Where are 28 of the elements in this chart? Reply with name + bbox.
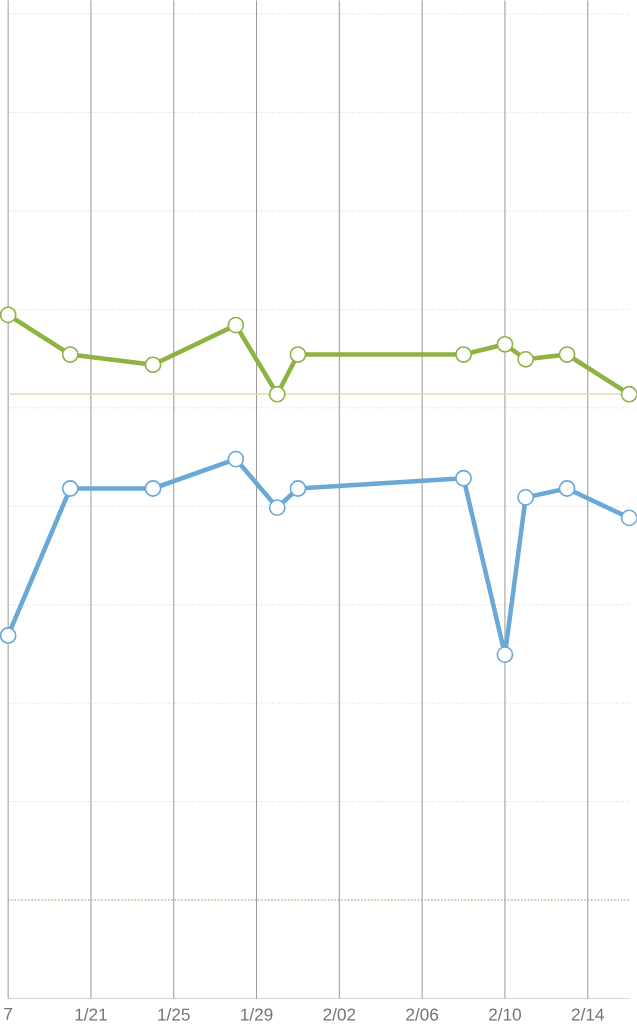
x-tick-label: 1/21 bbox=[75, 1008, 107, 1021]
point bbox=[496, 646, 514, 663]
point bbox=[0, 627, 17, 644]
point bbox=[61, 480, 79, 497]
point bbox=[455, 346, 473, 363]
x-tick-label: 2/10 bbox=[489, 1008, 522, 1021]
point bbox=[227, 316, 245, 334]
point bbox=[289, 346, 307, 363]
point bbox=[268, 385, 286, 403]
point bbox=[558, 480, 576, 497]
point bbox=[61, 346, 79, 363]
point bbox=[0, 306, 17, 324]
point bbox=[455, 469, 473, 487]
x-tick-label: 2/06 bbox=[406, 1008, 439, 1021]
x-tick-label: 1/25 bbox=[158, 1008, 190, 1021]
point bbox=[517, 350, 535, 368]
x-tick-label: 2/14 bbox=[572, 1008, 605, 1021]
point bbox=[227, 450, 245, 468]
point bbox=[144, 356, 162, 374]
point bbox=[268, 499, 286, 517]
point bbox=[289, 480, 307, 497]
x-tick-label: 7 bbox=[4, 1008, 13, 1020]
point bbox=[517, 488, 535, 506]
x-tick-label: 2/02 bbox=[323, 1008, 356, 1021]
x-tick-label: 1/29 bbox=[241, 1008, 273, 1021]
point bbox=[496, 335, 514, 353]
point bbox=[144, 480, 162, 497]
point bbox=[558, 346, 576, 363]
